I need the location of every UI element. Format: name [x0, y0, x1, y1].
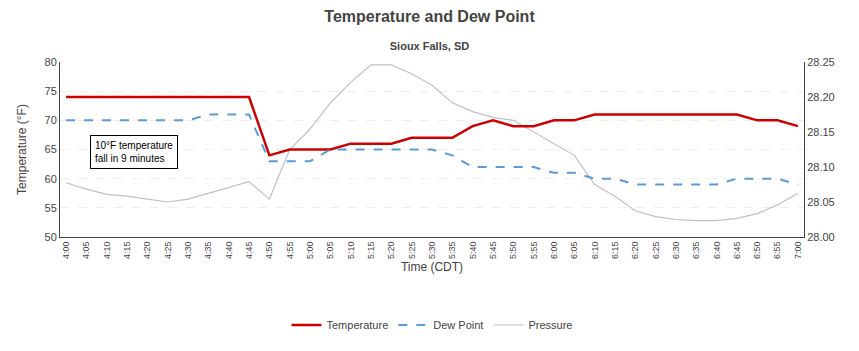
- svg-text:4:25: 4:25: [163, 242, 173, 260]
- svg-text:4:10: 4:10: [102, 242, 112, 260]
- svg-text:5:55: 5:55: [529, 242, 539, 260]
- svg-text:5:35: 5:35: [447, 242, 457, 260]
- svg-text:5:10: 5:10: [346, 242, 356, 260]
- svg-text:5:20: 5:20: [386, 242, 396, 260]
- svg-text:6:35: 6:35: [691, 242, 701, 260]
- svg-text:Temperature: Temperature: [327, 319, 389, 331]
- svg-text:5:45: 5:45: [488, 242, 498, 260]
- svg-text:4:50: 4:50: [264, 242, 274, 260]
- svg-text:4:55: 4:55: [285, 242, 295, 260]
- svg-text:6:55: 6:55: [772, 242, 782, 260]
- svg-text:6:50: 6:50: [752, 242, 762, 260]
- svg-text:Dew Point: Dew Point: [433, 319, 483, 331]
- svg-text:5:30: 5:30: [427, 242, 437, 260]
- svg-text:4:20: 4:20: [142, 242, 152, 260]
- svg-text:5:40: 5:40: [468, 242, 478, 260]
- svg-text:4:40: 4:40: [224, 242, 234, 260]
- svg-text:4:00: 4:00: [61, 242, 71, 260]
- svg-text:6:30: 6:30: [671, 242, 681, 260]
- svg-text:6:45: 6:45: [732, 242, 742, 260]
- svg-text:Temperature (°F): Temperature (°F): [15, 104, 29, 195]
- svg-text:4:45: 4:45: [244, 242, 254, 260]
- svg-text:28.25: 28.25: [807, 56, 835, 68]
- svg-text:4:30: 4:30: [183, 242, 193, 260]
- svg-text:80: 80: [45, 56, 57, 68]
- svg-text:6:15: 6:15: [610, 242, 620, 260]
- svg-text:7:00: 7:00: [793, 242, 803, 260]
- svg-text:55: 55: [45, 202, 57, 214]
- svg-text:5:05: 5:05: [325, 242, 335, 260]
- svg-text:6:00: 6:00: [549, 242, 559, 260]
- svg-text:6:40: 6:40: [712, 242, 722, 260]
- svg-text:6:10: 6:10: [590, 242, 600, 260]
- svg-text:Temperature and Dew Point: Temperature and Dew Point: [324, 8, 535, 25]
- svg-text:4:35: 4:35: [203, 242, 213, 260]
- svg-text:Sioux Falls, SD: Sioux Falls, SD: [390, 40, 470, 52]
- svg-text:65: 65: [45, 143, 57, 155]
- svg-text:6:25: 6:25: [651, 242, 661, 260]
- svg-text:28.15: 28.15: [807, 126, 835, 138]
- svg-text:60: 60: [45, 173, 57, 185]
- svg-text:70: 70: [45, 114, 57, 126]
- svg-text:Pressure: Pressure: [528, 319, 572, 331]
- svg-text:75: 75: [45, 85, 57, 97]
- svg-text:6:20: 6:20: [630, 242, 640, 260]
- svg-text:5:50: 5:50: [508, 242, 518, 260]
- svg-text:5:25: 5:25: [407, 242, 417, 260]
- svg-text:28.05: 28.05: [807, 196, 835, 208]
- svg-text:28.00: 28.00: [807, 231, 835, 243]
- svg-text:4:05: 4:05: [81, 242, 91, 260]
- svg-text:5:00: 5:00: [305, 242, 315, 260]
- svg-text:50: 50: [45, 231, 57, 243]
- svg-text:4:15: 4:15: [122, 242, 132, 260]
- svg-text:6:05: 6:05: [569, 242, 579, 260]
- svg-text:5:15: 5:15: [366, 242, 376, 260]
- svg-text:28.20: 28.20: [807, 91, 835, 103]
- svg-text:28.10: 28.10: [807, 161, 835, 173]
- svg-text:10°F temperaturefall in 9 minu: 10°F temperaturefall in 9 minutes: [95, 140, 173, 164]
- svg-text:Time (CDT): Time (CDT): [401, 260, 463, 274]
